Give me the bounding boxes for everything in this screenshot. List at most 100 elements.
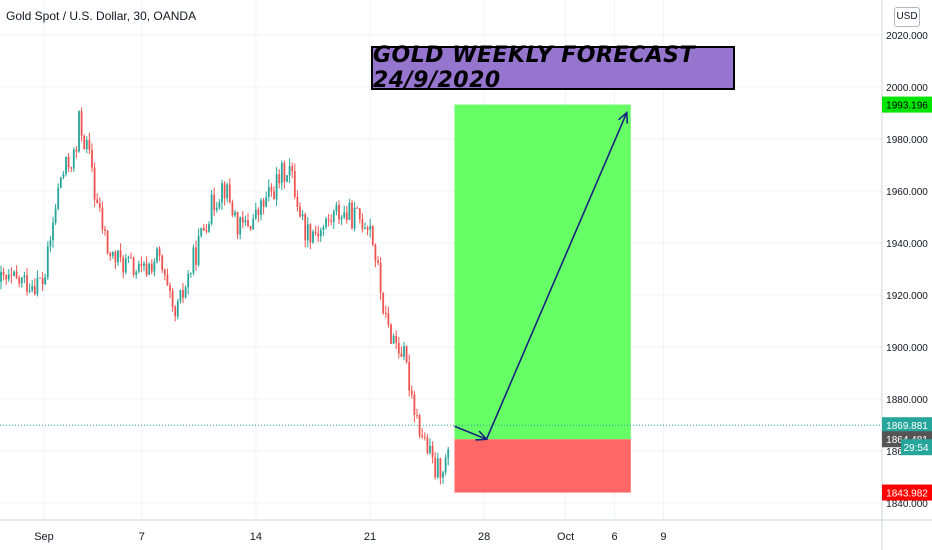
candle-body [54, 208, 57, 223]
candle-body [421, 435, 424, 437]
candle-body [288, 166, 291, 176]
candle-body [70, 167, 73, 169]
candle-body [85, 139, 88, 150]
price-tick-label: 1840.000 [886, 499, 928, 510]
candle-body [176, 301, 179, 317]
price-tick-label: 1880.000 [886, 395, 928, 406]
candle-body [382, 292, 385, 314]
candle-body [114, 251, 117, 263]
candle-body [408, 362, 411, 391]
candle-body [104, 229, 106, 231]
candle-body [361, 219, 364, 230]
candle-body [366, 227, 369, 230]
candle-body [340, 217, 343, 220]
candle-body [205, 230, 208, 232]
candle-body [405, 346, 408, 363]
candle-body [26, 275, 28, 292]
time-axis: Sep 7 14 21 28 Oct 6 9 [34, 531, 666, 543]
candle-body [179, 290, 182, 302]
candle-body [239, 217, 242, 235]
candle-body [418, 415, 421, 436]
candle-body [447, 449, 450, 458]
candle-body [39, 277, 41, 279]
candle-body [392, 336, 395, 344]
candle-body [252, 218, 255, 230]
candle-body [387, 313, 390, 325]
candle-body [57, 187, 60, 209]
target-arrow-head [617, 110, 629, 124]
candle-body [228, 184, 231, 203]
candle-body [148, 263, 151, 275]
candle-body [317, 233, 320, 237]
candle-body [423, 436, 426, 438]
currency-button[interactable]: USD [894, 7, 920, 27]
candle-body [44, 277, 47, 285]
candle-body [374, 244, 377, 261]
candle-body [234, 212, 236, 216]
candle-body [397, 342, 400, 354]
candle-body [314, 231, 317, 234]
candle-body [413, 394, 416, 415]
candle-body [210, 194, 213, 225]
candle-body [174, 306, 177, 317]
candle-body [442, 472, 444, 478]
candle-body [390, 324, 392, 344]
candle-body [132, 257, 135, 275]
candle-body [98, 202, 101, 208]
candle-body [169, 285, 171, 292]
candle-body [7, 274, 10, 280]
countdown-label: 29:54 [903, 443, 928, 454]
candle-body [254, 209, 257, 219]
candle-body [410, 390, 413, 395]
candle-body [356, 207, 359, 209]
time-tick-label: 9 [660, 531, 666, 543]
candle-body [65, 156, 67, 174]
candle-body [226, 184, 229, 199]
candle-body [18, 277, 21, 284]
candle-body [101, 207, 104, 230]
profit-zone [454, 104, 631, 440]
candle-body [247, 220, 249, 227]
candle-body [124, 258, 127, 273]
candle-body [299, 206, 301, 217]
candle-body [156, 248, 158, 262]
candle-body [267, 187, 270, 198]
price-tag-label: 1869.881 [886, 421, 928, 432]
candle-body [166, 274, 169, 286]
candle-body [296, 196, 299, 207]
candle-body [161, 255, 164, 270]
loss-zone [454, 439, 631, 493]
candle-body [20, 277, 23, 284]
candlesticks [0, 107, 450, 485]
candle-body [309, 224, 312, 243]
price-tick-label: 1940.000 [886, 239, 928, 250]
time-tick-label: 28 [478, 531, 490, 543]
candle-body [208, 224, 210, 232]
candle-body [301, 214, 304, 217]
candle-body [78, 110, 80, 152]
candle-body [260, 200, 262, 216]
candle-body [306, 224, 309, 241]
candle-body [236, 212, 239, 235]
time-tick-label: Sep [34, 531, 54, 543]
chart-grid [0, 0, 882, 520]
candle-body [353, 207, 356, 229]
candle-body [369, 225, 372, 230]
candle-body [31, 286, 34, 291]
symbol-title[interactable]: Gold Spot / U.S. Dollar, 30, OANDA [6, 9, 197, 23]
candle-body [184, 287, 187, 298]
candle-body [431, 445, 434, 458]
countdown-badge [901, 439, 932, 456]
candle-body [182, 290, 184, 298]
candle-body [59, 177, 62, 188]
candle-body [62, 173, 65, 178]
candle-body [270, 187, 273, 192]
candle-body [304, 214, 307, 241]
candle-body [358, 208, 361, 220]
candle-body [2, 271, 5, 275]
price-tag-label: 1993.196 [886, 101, 928, 112]
candle-body [150, 263, 153, 272]
candle-body [221, 183, 223, 203]
